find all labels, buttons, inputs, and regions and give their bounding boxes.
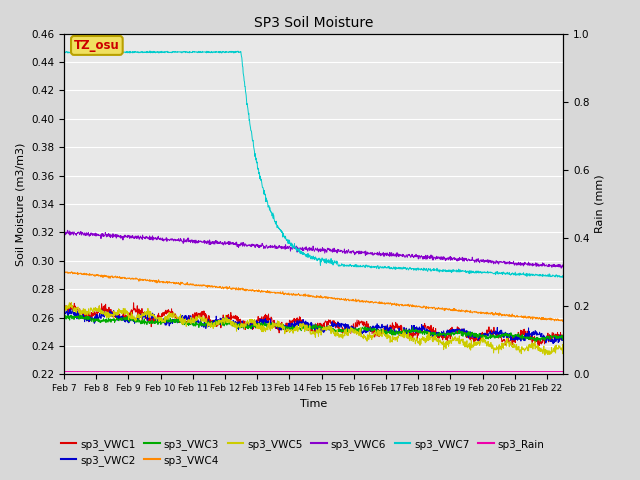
Text: TZ_osu: TZ_osu: [74, 39, 120, 52]
X-axis label: Time: Time: [300, 399, 327, 408]
Y-axis label: Rain (mm): Rain (mm): [595, 175, 605, 233]
Y-axis label: Soil Moisture (m3/m3): Soil Moisture (m3/m3): [15, 142, 26, 266]
Title: SP3 Soil Moisture: SP3 Soil Moisture: [254, 16, 373, 30]
Legend: sp3_VWC1, sp3_VWC2, sp3_VWC3, sp3_VWC4, sp3_VWC5, sp3_VWC6, sp3_VWC7, sp3_Rain: sp3_VWC1, sp3_VWC2, sp3_VWC3, sp3_VWC4, …: [56, 434, 549, 470]
